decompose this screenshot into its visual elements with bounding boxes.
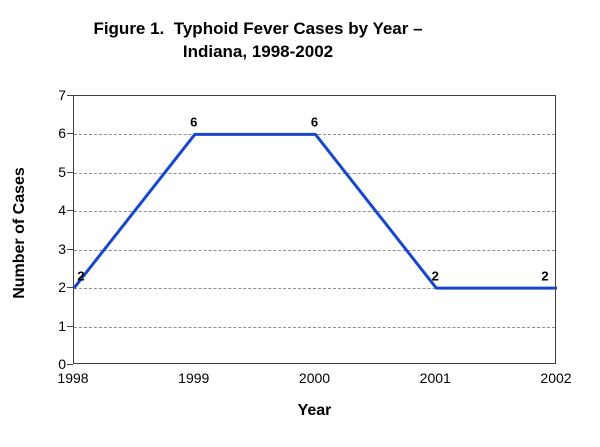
h-gridline: [74, 172, 555, 174]
y-axis-tick-mark: [67, 364, 73, 365]
h-gridline: [74, 211, 555, 213]
x-axis-tick-label: 1999: [178, 370, 210, 386]
h-gridline: [74, 249, 555, 251]
x-axis-tick-label: 1998: [57, 370, 89, 386]
x-axis-tick-label: 2000: [298, 370, 331, 386]
plot-area: [72, 95, 557, 364]
chart-title-line-2: Indiana, 1998-2002: [182, 42, 334, 61]
y-axis-tick-marks: [67, 95, 73, 365]
y-axis-tick-labels: 0 1 2 3 4 5 6 7: [34, 87, 66, 372]
y-axis-tick-mark: [67, 248, 73, 250]
y-axis-tick-mark: [67, 210, 73, 212]
y-axis-tick-label: 1: [58, 317, 66, 334]
y-axis-tick-label: 7: [58, 87, 66, 103]
y-axis-tick-mark: [67, 133, 73, 135]
chart-title-line-1: Figure 1. Typhoid Fever Cases by Year –: [93, 19, 423, 38]
y-axis-tick-label: 5: [58, 163, 66, 180]
y-axis-tick-label: 3: [58, 240, 66, 257]
x-axis-tick-label: 2002: [540, 370, 572, 386]
y-axis-tick-mark: [67, 95, 73, 96]
chart-title: Figure 1. Typhoid Fever Cases by Year – …: [8, 17, 508, 63]
y-axis-tick-mark: [67, 325, 73, 327]
x-axis-title: Year: [297, 402, 332, 419]
x-axis-tick-labels: 1998 1999 2000 2001 2002: [57, 370, 571, 388]
data-series-line: [72, 132, 557, 290]
y-axis-tick-label: 6: [58, 125, 66, 142]
y-axis-tick-label: 2: [58, 279, 66, 296]
y-axis-tick-mark: [67, 287, 73, 289]
y-axis-tick-label: 4: [58, 202, 66, 219]
h-gridline: [74, 326, 555, 328]
x-axis-tick-label: 2001: [419, 370, 451, 386]
y-axis-title-text: Number of Cases: [11, 167, 28, 299]
y-axis-tick-mark: [67, 171, 73, 173]
h-gridline: [74, 288, 555, 290]
y-axis-tick-label: 0: [58, 356, 66, 372]
line-chart-canvas: [72, 132, 557, 290]
